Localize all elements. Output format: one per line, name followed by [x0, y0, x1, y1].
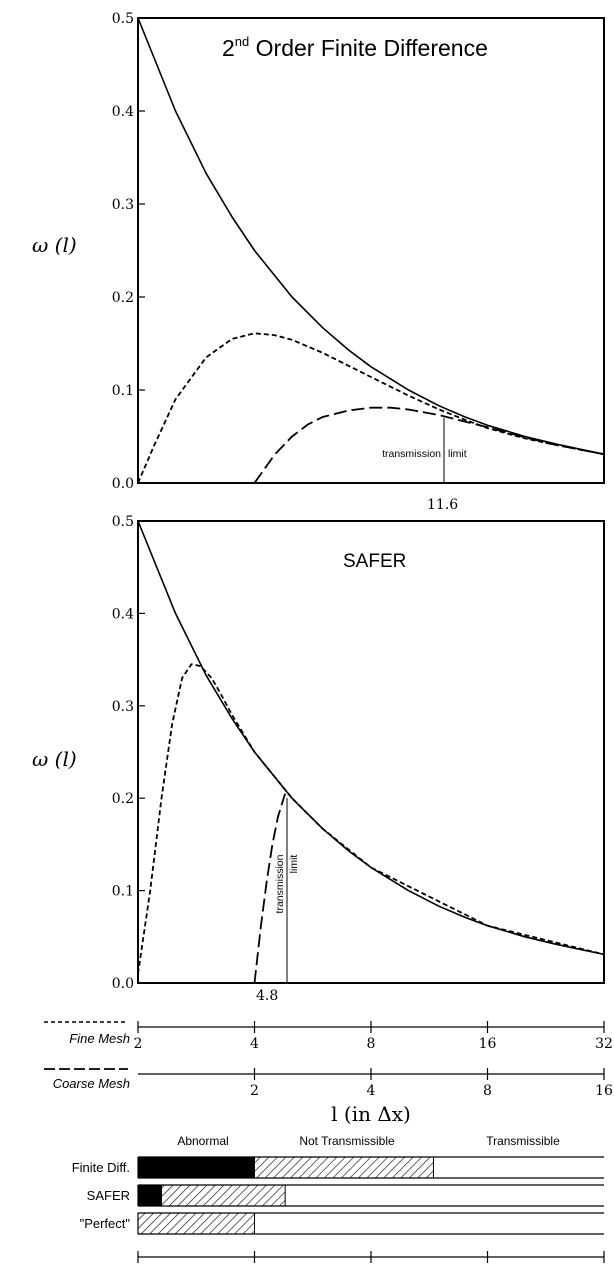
chart-title: SAFER — [343, 551, 406, 572]
series-solid — [137, 17, 605, 455]
bar-not-transmissible — [160, 1184, 286, 1207]
plot-frame — [137, 520, 605, 984]
mesh-tick-label: 4 — [250, 1036, 259, 1052]
y-tick-label: 0.0 — [112, 976, 134, 992]
y-tick-label: 0.5 — [112, 514, 134, 530]
y-tick-label: 0.3 — [112, 699, 134, 715]
column-header-not-transmissible: Not Transmissible — [299, 1134, 395, 1148]
series-solid — [137, 520, 605, 956]
y-axis-ticks: 0.0 0.1 0.2 0.3 0.4 0.5 — [112, 11, 145, 492]
fine-mesh-label: Fine Mesh — [69, 1031, 130, 1046]
bar-not-transmissible — [137, 1212, 255, 1235]
bar-abnormal — [138, 1157, 255, 1178]
column-header-transmissible: Transmissible — [486, 1134, 560, 1148]
curves — [137, 520, 605, 984]
series-long-dash — [253, 793, 286, 984]
y-tick-label: 0.5 — [112, 11, 134, 27]
bar-abnormal — [138, 1185, 162, 1206]
series-short-dash — [137, 663, 605, 974]
y-axis-label: ω (l) — [32, 233, 77, 257]
chart-panel-finite-difference: 0.0 0.1 0.2 0.3 0.4 0.5 2nd Order Finite Diff… — [32, 11, 605, 513]
y-tick-label: 0.0 — [112, 476, 134, 492]
marker-label: 4.8 — [256, 988, 278, 1004]
bar-row-label: SAFER — [87, 1188, 130, 1203]
y-tick-label: 0.4 — [112, 104, 134, 120]
bar-row-label: "Perfect" — [80, 1216, 131, 1231]
mesh-tick-label: 2 — [250, 1083, 259, 1099]
mesh-axes: Fine Mesh 2 4 8 16 32 Coarse Mesh 2 4 8 16 l (i… — [44, 1021, 613, 1126]
mesh-tick-label: 32 — [595, 1036, 613, 1052]
plot-frame — [137, 17, 605, 484]
y-tick-label: 0.1 — [112, 884, 134, 900]
mesh-tick-label: 8 — [483, 1083, 492, 1099]
y-tick-label: 0.1 — [112, 383, 134, 399]
mesh-tick-label: 4 — [367, 1083, 376, 1099]
bottom-axis-ticks — [137, 1251, 605, 1263]
y-axis-ticks: 0.0 0.1 0.2 0.3 0.4 0.5 — [112, 514, 145, 992]
bar-row-label: Finite Diff. — [72, 1160, 130, 1175]
fine-mesh-ticks: 2 4 8 16 32 — [134, 1021, 613, 1052]
title-base: 2 — [222, 35, 235, 61]
classification-bars: Abnormal Not Transmissible Transmissible… — [72, 1134, 605, 1263]
y-tick-label: 0.2 — [112, 290, 134, 306]
mesh-tick-label: 16 — [595, 1083, 613, 1099]
chart-panel-safer: 0.0 0.1 0.2 0.3 0.4 0.5 SAFER ω (l) transmiss… — [32, 514, 605, 1004]
column-header-abnormal: Abnormal — [177, 1134, 228, 1148]
y-tick-label: 0.3 — [112, 197, 134, 213]
y-tick-label: 0.2 — [112, 791, 134, 807]
mesh-tick-label: 8 — [367, 1036, 376, 1052]
annotation-limit: limit — [448, 448, 467, 460]
coarse-mesh-ticks: 2 4 8 16 — [250, 1068, 613, 1099]
bar-not-transmissible — [254, 1156, 434, 1179]
marker-label: 11.6 — [427, 497, 458, 513]
y-axis-label: ω (l) — [32, 747, 77, 771]
annotation-transmission: transmission — [274, 854, 286, 913]
mesh-tick-label: 2 — [134, 1036, 143, 1052]
annotation-transmission: transmission — [382, 448, 441, 460]
annotation-limit: limit — [288, 855, 300, 874]
bar-rows: Finite Diff. SAFER "Perfect" — [72, 1156, 604, 1235]
coarse-mesh-label: Coarse Mesh — [53, 1076, 130, 1091]
x-axis-label: l (in Δx) — [331, 1102, 411, 1126]
curves — [137, 17, 605, 484]
series-long-dash — [253, 406, 605, 484]
title-superscript: nd — [235, 34, 249, 49]
y-tick-label: 0.4 — [112, 606, 134, 622]
chart-title: 2nd Order Finite Difference — [222, 34, 488, 61]
mesh-tick-label: 16 — [479, 1036, 497, 1052]
title-rest: Order Finite Difference — [249, 35, 488, 61]
